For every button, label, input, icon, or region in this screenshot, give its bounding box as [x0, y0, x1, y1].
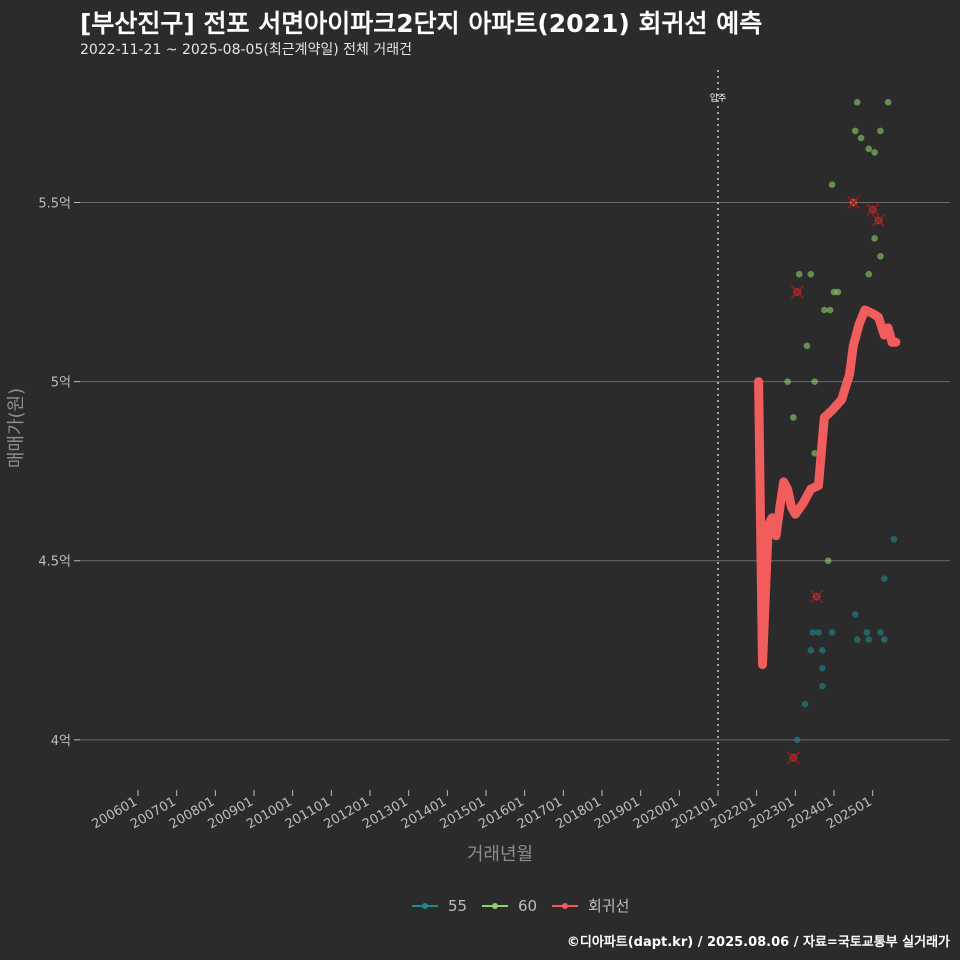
annotation-label: 입주 [710, 92, 727, 104]
point-60 [807, 270, 815, 278]
point-55 [880, 575, 888, 582]
chart-subtitle: 2022-11-21 ~ 2025-08-05(최근계약일) 전체 거래건 [80, 42, 412, 58]
point-60 [857, 134, 865, 142]
point-60 [824, 557, 832, 565]
point-55 [815, 629, 822, 636]
legend: 55 60 회귀선 [412, 897, 629, 915]
point-60 [871, 149, 878, 156]
legend-label: 60 [518, 897, 537, 915]
regression-line [754, 305, 901, 670]
grid-lines [80, 202, 950, 741]
outlier-marker [871, 213, 886, 228]
source-caption: ©디아파트(dapt.kr) / 2025.08.06 / 자료=국토교통부 실… [566, 935, 950, 950]
point-60 [851, 127, 859, 135]
point-60 [826, 306, 834, 314]
point-60 [790, 414, 797, 421]
outlier-cross [790, 285, 804, 299]
chart-title: [부산진구] 전포 서면아이파크2단지 아파트(2021) 회귀선 예측 [80, 9, 763, 38]
outlier-cross [786, 751, 800, 765]
point-55 [853, 636, 861, 643]
y-tick-label: 5억 [51, 376, 71, 391]
point-55 [865, 636, 873, 643]
outlier-cross [810, 590, 824, 604]
point-60 [871, 235, 878, 242]
point-60 [784, 378, 791, 385]
point-55 [863, 629, 871, 636]
y-tick-label: 5.5억 [38, 197, 71, 212]
legend-item-60: 60 [482, 897, 537, 915]
outlier-marker [786, 751, 800, 765]
outlier-marker [810, 590, 824, 604]
point-60 [811, 378, 818, 385]
legend-item-55: 55 [412, 897, 467, 915]
point-55 [877, 629, 884, 636]
point-60 [877, 127, 884, 135]
point-55 [809, 629, 817, 636]
point-60 [828, 181, 836, 188]
point-55 [807, 646, 815, 654]
legend-dot [492, 903, 498, 909]
point-60 [811, 449, 818, 457]
regression-layer [754, 305, 901, 670]
point-60 [865, 270, 873, 278]
point-60 [821, 306, 828, 314]
point-60 [853, 98, 861, 106]
point-60 [884, 98, 892, 106]
y-tick-label: 4억 [51, 734, 71, 749]
point-55 [851, 611, 859, 618]
point-60 [877, 252, 884, 260]
point-55 [890, 535, 898, 543]
point-60 [803, 342, 811, 350]
outlier-marker [866, 203, 880, 217]
scatter-points [784, 98, 898, 744]
point-55 [828, 629, 836, 636]
legend-dot [422, 903, 428, 909]
outlier-cross [871, 213, 886, 228]
legend-item-회귀선: 회귀선 [552, 897, 629, 915]
point-55 [819, 646, 826, 654]
outlier-cross [846, 195, 860, 210]
point-60 [834, 288, 842, 296]
outlier-cross [866, 203, 880, 217]
x-axis-label: 거래년월 [467, 844, 533, 865]
y-axis-ticks: 4억 4.5억 5억 5.5억 [38, 197, 80, 749]
point-60 [865, 145, 873, 153]
legend-label: 회귀선 [588, 897, 629, 915]
annotation-layer: 입주 [710, 70, 727, 790]
outlier-markers [786, 195, 886, 765]
legend-label: 55 [448, 897, 467, 915]
point-55 [819, 664, 826, 672]
outlier-marker [846, 195, 860, 210]
point-55 [793, 736, 801, 744]
x-axis-ticks: 2006012007012008012009012010012011012012… [90, 790, 875, 832]
y-tick-label: 4.5억 [38, 555, 71, 570]
point-55 [819, 682, 826, 690]
outlier-marker [790, 285, 804, 299]
point-55 [801, 700, 809, 708]
point-60 [795, 270, 803, 278]
legend-dot [562, 903, 568, 909]
point-55 [880, 636, 888, 643]
y-axis-label: 매매가(원) [6, 388, 27, 468]
